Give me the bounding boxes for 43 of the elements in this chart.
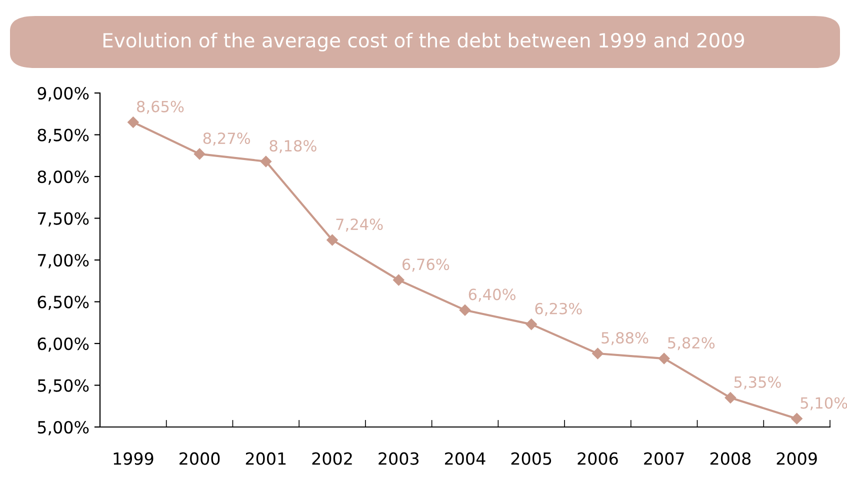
data-label: 6,40% xyxy=(468,288,516,302)
point xyxy=(459,304,471,316)
x-tick-label: 2008 xyxy=(710,452,751,465)
point xyxy=(658,352,670,364)
point xyxy=(194,148,206,160)
y-tick-label: 5,00% xyxy=(38,420,89,436)
data-label: 8,65% xyxy=(136,100,184,114)
y-tick-label: 6,50% xyxy=(38,296,89,310)
x-tick-label: 2005 xyxy=(511,452,552,465)
data-label: 8,18% xyxy=(270,140,316,154)
point xyxy=(526,318,537,330)
point xyxy=(592,348,604,360)
data-label: 5,35% xyxy=(734,376,781,390)
x-tick-label: 2003 xyxy=(378,452,419,465)
x-tick-label: 2004 xyxy=(445,452,486,465)
y-tick-label: 5,50% xyxy=(38,379,89,394)
x-tick-label: 1999 xyxy=(114,452,154,465)
data-label: 6,76% xyxy=(402,258,450,272)
chart-title: Evolution of the average cost of the debt between 1999 and 2009 xyxy=(104,32,744,52)
point xyxy=(791,413,802,424)
data-label: 5,10% xyxy=(800,397,847,410)
y-tick-label: 7,50% xyxy=(38,212,89,227)
x-tick-label: 2007 xyxy=(644,452,684,465)
data-label: 7,24% xyxy=(336,218,383,232)
x-tick-label: 2002 xyxy=(312,452,352,465)
data-label: 8,27% xyxy=(203,132,250,146)
data-label: 6,23% xyxy=(535,302,582,316)
point xyxy=(724,392,736,404)
x-tick-label: 2009 xyxy=(776,452,817,465)
data-label: 5,82% xyxy=(668,337,715,350)
x-tick-label: 2001 xyxy=(246,452,286,465)
data-label: 5,88% xyxy=(602,332,648,346)
y-tick-label: 8,00% xyxy=(38,170,89,185)
x-tick-label: 2000 xyxy=(180,452,220,465)
point xyxy=(260,156,272,168)
point xyxy=(393,274,404,286)
point xyxy=(326,234,338,246)
x-tick-label: 2006 xyxy=(578,452,618,465)
y-tick-label: 7,00% xyxy=(38,254,89,268)
y-tick-label: 6,00% xyxy=(38,337,89,352)
point xyxy=(128,116,139,128)
y-tick-label: 9,00% xyxy=(38,86,89,102)
y-tick-label: 8,50% xyxy=(38,128,89,144)
